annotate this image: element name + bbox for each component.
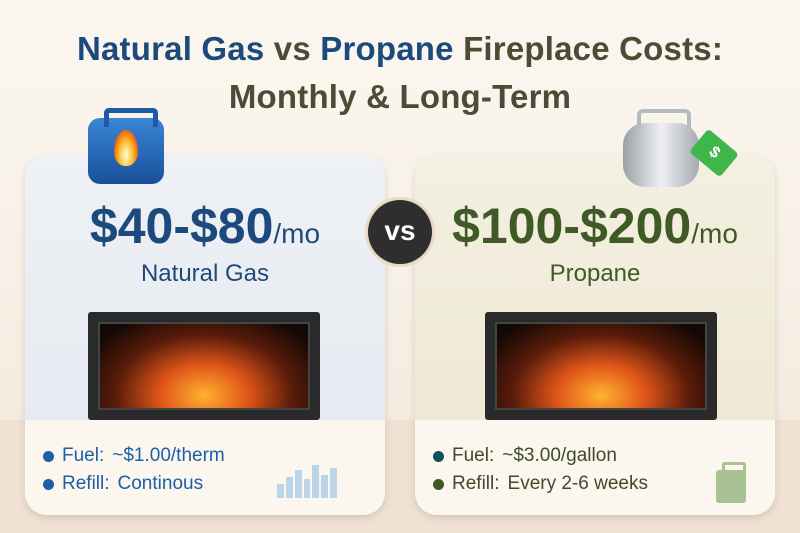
propane-card: $100-$200/mo Propane Fuel: ~$3.00/gallon …	[415, 155, 775, 515]
vs-badge: vs	[368, 200, 432, 264]
details-panel	[25, 420, 385, 515]
fuel-bullet: Fuel: ~$3.00/gallon	[433, 445, 617, 467]
fireplace-icon	[485, 312, 717, 420]
fireplace-icon	[88, 312, 320, 420]
page-subtitle: Monthly & Long-Term	[228, 78, 572, 115]
toolbox-icon	[716, 462, 746, 503]
natural-gas-price: $40-$80/mo	[89, 198, 321, 254]
gas-can-flame-icon	[88, 108, 164, 184]
natural-gas-card: $40-$80/mo Natural Gas Fuel: ~$1.00/therm…	[25, 155, 385, 515]
propane-label: Propane	[549, 260, 641, 287]
refill-bullet: Refill: Every 2-6 weeks	[433, 473, 648, 495]
details-panel	[415, 420, 775, 515]
page-title: Natural Gas vs Propane Fireplace Costs:	[76, 30, 724, 67]
fuel-bullet: Fuel: ~$1.00/therm	[43, 445, 225, 467]
propane-tank-icon	[623, 109, 699, 187]
propane-price: $100-$200/mo	[452, 198, 738, 254]
natural-gas-label: Natural Gas	[140, 260, 270, 287]
refill-bullet: Refill: Continous	[43, 473, 203, 495]
bar-chart-icon	[277, 463, 338, 498]
